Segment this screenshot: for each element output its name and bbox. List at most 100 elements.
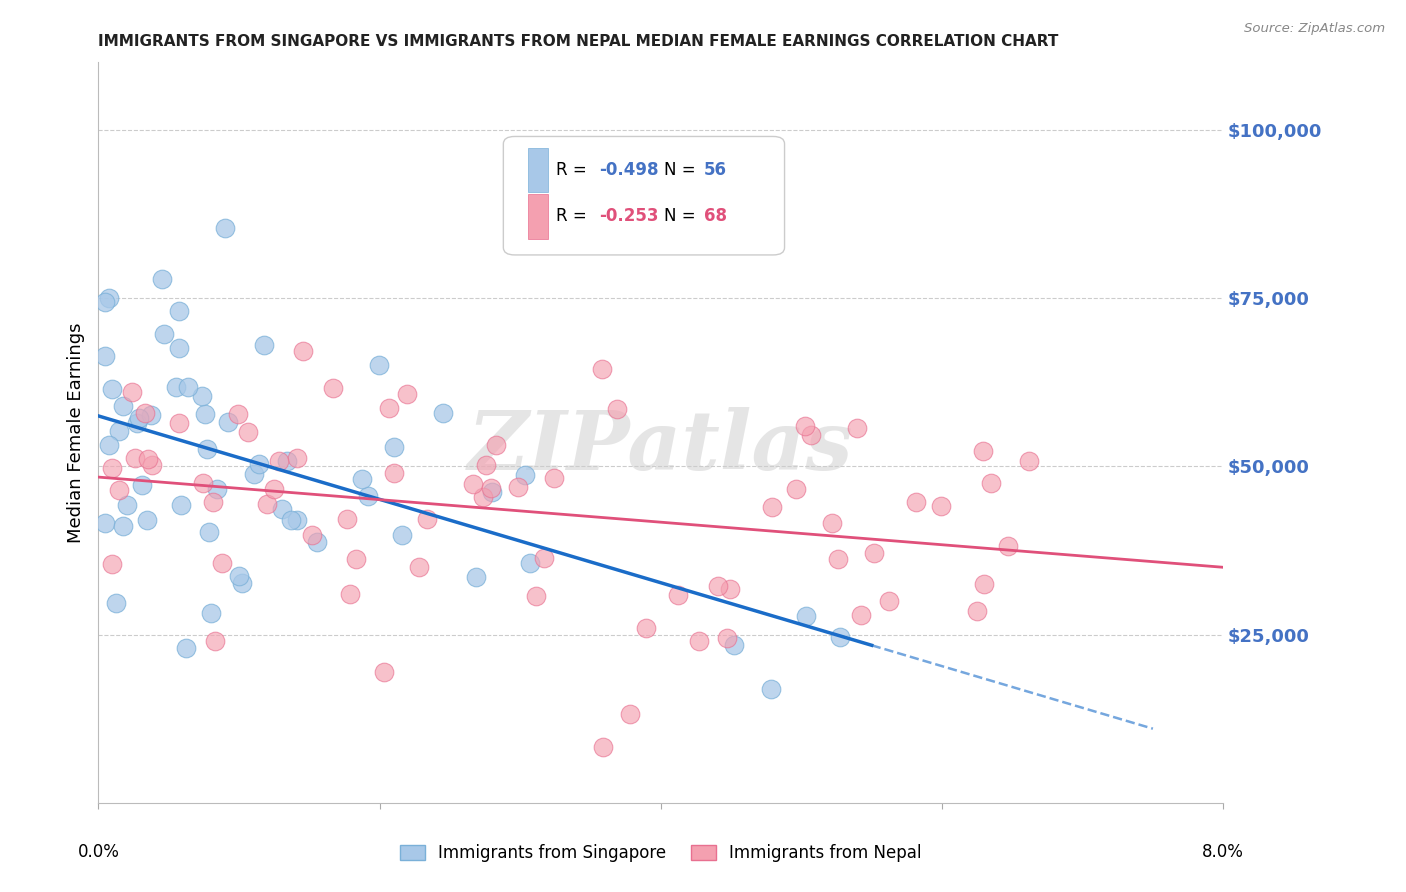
Point — [165, 380, 187, 394]
Point — [524, 589, 547, 603]
Point — [243, 467, 266, 482]
Point — [373, 665, 395, 679]
Point — [356, 489, 378, 503]
Point — [124, 451, 146, 466]
Point — [506, 480, 529, 494]
Point — [94, 295, 117, 310]
Point — [605, 402, 627, 417]
Text: 68: 68 — [703, 208, 727, 226]
Point — [391, 527, 413, 541]
Point — [94, 516, 117, 530]
Point — [115, 498, 138, 512]
Point — [634, 621, 657, 635]
Point — [997, 539, 1019, 553]
Point — [877, 594, 900, 608]
Point — [382, 440, 405, 454]
Point — [416, 512, 439, 526]
Point — [519, 556, 541, 570]
Point — [972, 444, 994, 458]
FancyBboxPatch shape — [529, 147, 548, 192]
Point — [231, 575, 253, 590]
Point — [432, 407, 454, 421]
Text: 0.0%: 0.0% — [77, 843, 120, 861]
Point — [800, 428, 823, 442]
Point — [285, 451, 308, 466]
Point — [214, 220, 236, 235]
Point — [592, 740, 614, 755]
Point — [236, 425, 259, 439]
Point — [350, 472, 373, 486]
Legend: Immigrants from Singapore, Immigrants from Nepal: Immigrants from Singapore, Immigrants fr… — [394, 838, 928, 869]
Point — [830, 630, 852, 644]
Point — [205, 482, 228, 496]
Point — [104, 596, 127, 610]
Point — [271, 501, 294, 516]
Point — [408, 559, 430, 574]
Point — [377, 401, 399, 415]
Point — [335, 512, 357, 526]
Point — [285, 513, 308, 527]
Point — [846, 421, 869, 435]
Text: 56: 56 — [703, 161, 727, 178]
Point — [226, 407, 249, 421]
Text: N =: N = — [664, 161, 702, 178]
Point — [980, 476, 1002, 491]
Point — [97, 438, 120, 452]
Point — [666, 588, 689, 602]
Point — [759, 682, 782, 697]
Point — [139, 408, 162, 422]
Point — [973, 577, 995, 591]
Point — [191, 475, 214, 490]
FancyBboxPatch shape — [503, 136, 785, 255]
Point — [821, 516, 844, 530]
Point — [796, 608, 818, 623]
Text: ZIPatlas: ZIPatlas — [468, 408, 853, 487]
Point — [152, 271, 174, 285]
Point — [176, 641, 198, 656]
Point — [368, 359, 391, 373]
Point — [1018, 454, 1040, 468]
Point — [269, 454, 291, 468]
Point — [481, 485, 503, 500]
Point — [276, 454, 298, 468]
Point — [479, 481, 502, 495]
Point — [167, 341, 190, 355]
Point — [761, 500, 783, 515]
Point — [204, 633, 226, 648]
Point — [247, 458, 270, 472]
Point — [619, 707, 641, 722]
Point — [194, 407, 217, 421]
Point — [176, 380, 198, 394]
Point — [474, 458, 496, 472]
Point — [121, 384, 143, 399]
Text: R =: R = — [557, 208, 592, 226]
Text: IMMIGRANTS FROM SINGAPORE VS IMMIGRANTS FROM NEPAL MEDIAN FEMALE EARNINGS CORREL: IMMIGRANTS FROM SINGAPORE VS IMMIGRANTS … — [98, 34, 1059, 49]
Point — [723, 638, 745, 652]
Point — [339, 586, 361, 600]
Point — [108, 424, 131, 438]
Point — [785, 482, 807, 496]
Point — [170, 498, 193, 512]
Point — [101, 461, 124, 475]
Point — [101, 557, 124, 571]
Point — [128, 410, 150, 425]
Text: 8.0%: 8.0% — [1202, 843, 1244, 861]
Point — [167, 416, 190, 430]
Point — [851, 608, 873, 623]
Point — [263, 482, 285, 496]
Point — [307, 534, 329, 549]
Point — [464, 569, 486, 583]
Point — [292, 344, 315, 359]
Point — [198, 524, 221, 539]
Point — [463, 477, 485, 491]
Point — [191, 389, 214, 403]
Text: R =: R = — [557, 161, 592, 178]
Point — [98, 291, 121, 305]
Y-axis label: Median Female Earnings: Median Female Earnings — [66, 322, 84, 543]
Point — [382, 467, 405, 481]
Point — [543, 471, 565, 485]
FancyBboxPatch shape — [529, 194, 548, 239]
Point — [827, 551, 849, 566]
Point — [515, 468, 537, 483]
Point — [591, 361, 613, 376]
